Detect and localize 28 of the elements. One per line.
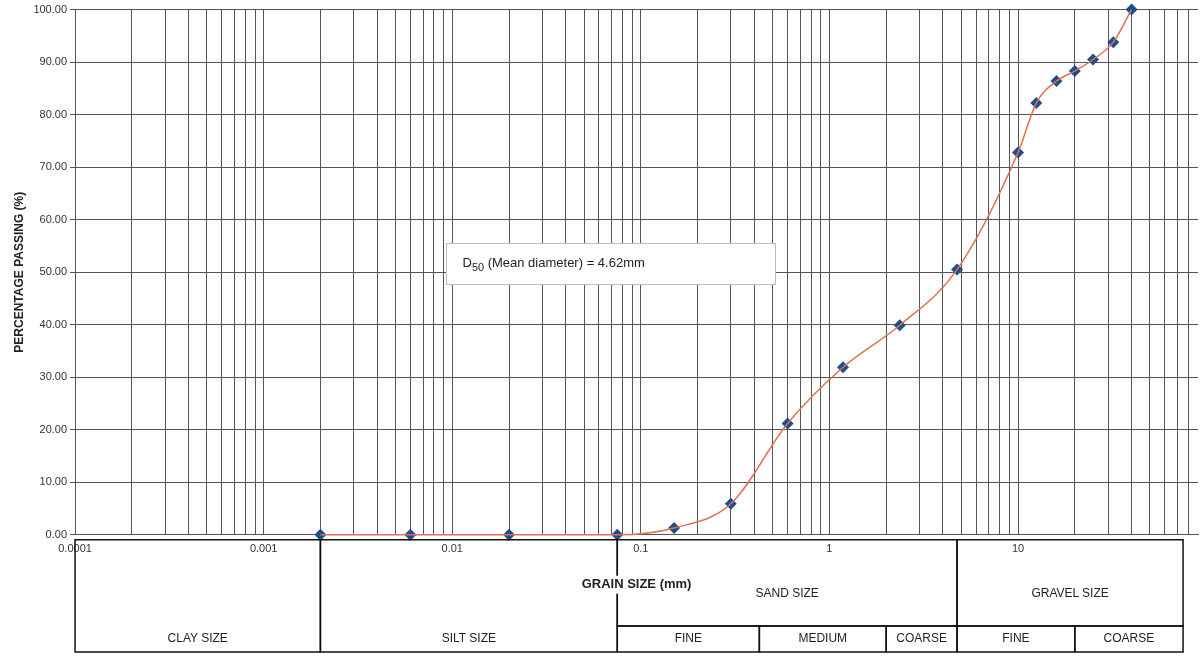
- x-tick-label: 10: [1011, 542, 1025, 555]
- x-tick-label: 0.1: [633, 542, 649, 555]
- y-axis-title: PERCENTAGE PASSING (%): [11, 191, 26, 353]
- y-tick-label: 30.00: [39, 370, 68, 383]
- text: SILT SIZE: [441, 631, 496, 646]
- text: GRAVEL SIZE: [1031, 585, 1109, 600]
- y-tick-label: 60.00: [39, 212, 68, 225]
- y-tick-label: 70.00: [39, 160, 68, 173]
- text: COARSE: [896, 631, 947, 646]
- y-tick-label: 40.00: [39, 317, 68, 330]
- x-tick-label: 1: [826, 542, 833, 555]
- text: FINE: [1002, 631, 1030, 646]
- x-tick-label: 0.001: [249, 542, 278, 555]
- text: FINE: [674, 631, 702, 646]
- y-tick-label: 20.00: [39, 422, 68, 435]
- text: SAND SIZE: [755, 585, 819, 600]
- text: COARSE: [1103, 631, 1155, 646]
- y-tick-label: 100.00: [33, 2, 68, 15]
- text: CLAY SIZE: [167, 631, 228, 646]
- y-tick-label: 0.00: [45, 527, 68, 540]
- x-tick-label: 0.01: [441, 542, 463, 555]
- x-axis-title: GRAIN SIZE (mm): [581, 576, 692, 592]
- y-tick-label: 90.00: [39, 55, 68, 68]
- note-box: D$_{50}$ (Mean diameter) = 4.62mm: [445, 243, 776, 285]
- text: MEDIUM: [798, 631, 848, 646]
- y-tick-label: 50.00: [39, 265, 68, 278]
- y-tick-label: 10.00: [39, 475, 68, 488]
- y-tick-label: 80.00: [39, 107, 68, 120]
